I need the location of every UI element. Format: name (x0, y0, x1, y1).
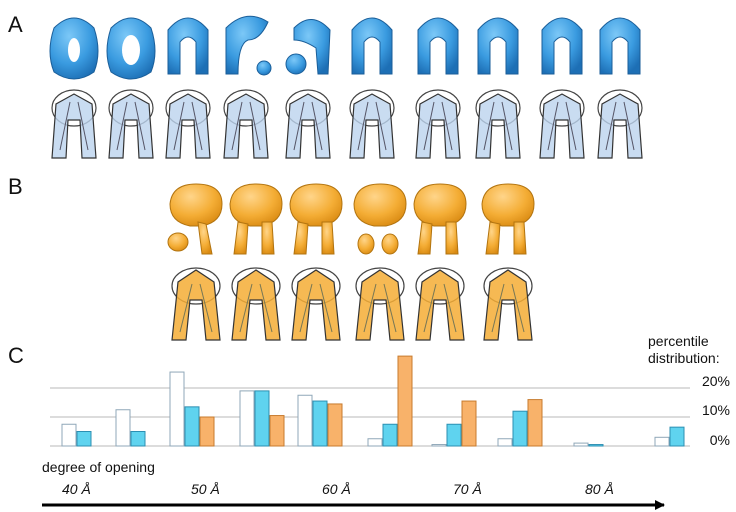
bar-white-group-6 (367, 438, 383, 447)
bar-blue-group-1 (76, 431, 92, 447)
x-axis-label: degree of opening (42, 459, 155, 475)
chart-bars (61, 355, 685, 447)
bar-white-group-9 (573, 442, 589, 447)
bar-orange-group-7 (461, 400, 477, 447)
panel-label-c: C (8, 343, 24, 368)
legend-line-2: distribution: (648, 350, 720, 366)
legend-line-1: percentile (648, 333, 709, 349)
orange-fitted-structure-icon (231, 267, 281, 341)
bar-orange-group-4 (269, 415, 285, 447)
blue-fitted-structure-icon (349, 89, 395, 159)
bar-white-group-4 (239, 390, 255, 447)
xtick-label-50: 50 Å (191, 481, 220, 497)
blue-density-map-icon (106, 17, 156, 80)
orange-fitted-structure-icon (415, 267, 465, 341)
orange-fitted-structure-icon (171, 267, 221, 341)
orange-density-map-icon (413, 183, 467, 255)
blue-fitted-structure-icon (285, 89, 331, 159)
orange-density-map-icon (353, 183, 407, 255)
bar-white-group-3 (169, 371, 185, 447)
row-b-fitted-structures (171, 267, 533, 341)
xtick-label-80: 80 Å (585, 481, 614, 497)
row-a-fitted-structures (51, 89, 643, 159)
orange-fitted-structure-icon (355, 267, 405, 341)
blue-fitted-structure-icon (51, 89, 97, 159)
bar-blue-group-4 (254, 390, 270, 447)
bar-blue-group-3 (184, 406, 200, 447)
xtick-label-60: 60 Å (322, 481, 351, 497)
bar-white-group-7 (431, 444, 447, 447)
blue-fitted-structure-icon (539, 89, 585, 159)
bar-blue-group-10 (669, 426, 685, 447)
blue-fitted-structure-icon (165, 89, 211, 159)
bar-blue-group-7 (446, 423, 462, 447)
bar-orange-group-6 (397, 355, 413, 447)
blue-density-map-icon (477, 17, 519, 75)
orange-fitted-structure-icon (483, 267, 533, 341)
blue-density-map-icon (351, 17, 393, 75)
orange-density-map-icon (481, 183, 535, 255)
chart-grid (50, 387, 690, 447)
ytick-label-20: 20% (701, 373, 730, 389)
xtick-label-70: 70 Å (453, 481, 482, 497)
blue-density-map-icon (167, 17, 209, 75)
bar-orange-group-5 (327, 403, 343, 447)
bar-white-group-1 (61, 423, 77, 447)
blue-density-map-icon (285, 19, 331, 75)
orange-density-map-icon (229, 183, 283, 255)
bar-blue-group-2 (130, 431, 146, 447)
orange-density-map-icon (167, 183, 223, 255)
row-b-density-maps (167, 183, 535, 255)
blue-fitted-structure-icon (108, 89, 154, 159)
bar-orange-group-3 (199, 416, 215, 447)
bar-blue-group-5 (312, 400, 328, 447)
blue-density-map-icon (49, 17, 99, 80)
xtick-label-40: 40 Å (62, 481, 91, 497)
bar-white-group-10 (654, 436, 670, 447)
bar-white-group-2 (115, 409, 131, 447)
orange-density-map-icon (289, 183, 343, 255)
ytick-label-0: 0% (709, 432, 730, 448)
blue-fitted-structure-icon (415, 89, 461, 159)
bar-white-group-8 (497, 438, 513, 447)
ytick-label-10: 10% (701, 402, 730, 418)
panel-label-b: B (8, 174, 23, 199)
blue-density-map-icon (225, 15, 272, 76)
blue-density-map-icon (599, 17, 641, 75)
bar-orange-group-8 (527, 399, 543, 447)
bar-blue-group-9 (588, 444, 604, 447)
blue-fitted-structure-icon (223, 89, 269, 159)
blue-density-map-icon (417, 17, 459, 75)
bar-white-group-5 (297, 394, 313, 447)
orange-fitted-structure-icon (291, 267, 341, 341)
blue-fitted-structure-icon (597, 89, 643, 159)
bar-blue-group-6 (382, 423, 398, 447)
bar-blue-group-8 (512, 410, 528, 447)
row-a-density-maps (49, 15, 641, 80)
blue-density-map-icon (541, 17, 583, 75)
panel-label-a: A (8, 12, 23, 37)
blue-fitted-structure-icon (475, 89, 521, 159)
